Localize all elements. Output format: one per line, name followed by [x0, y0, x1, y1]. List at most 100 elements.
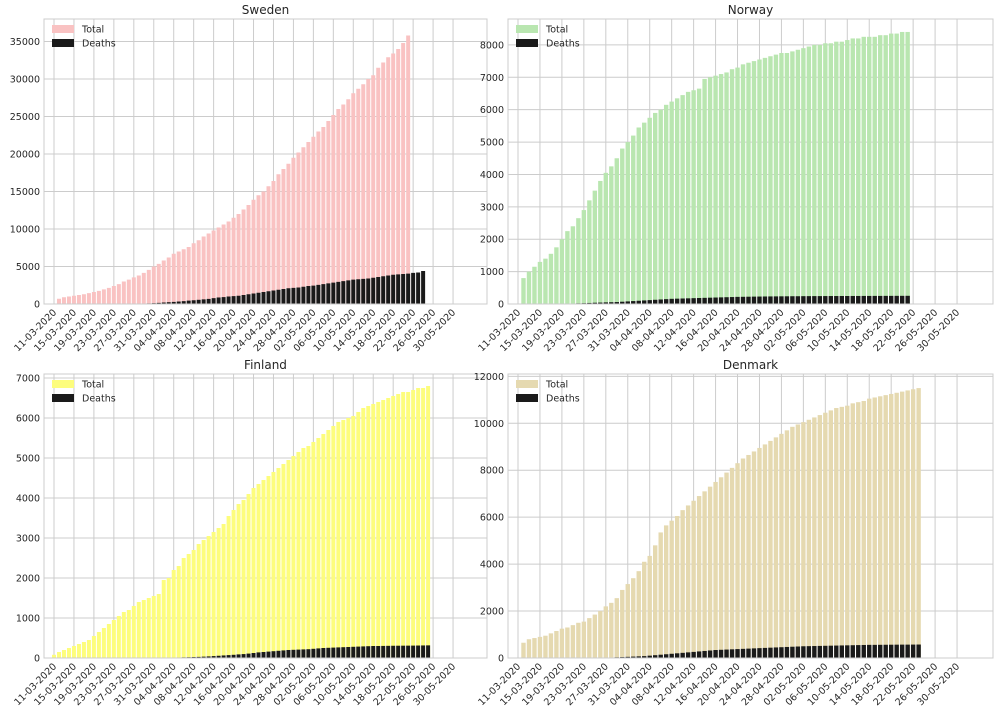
- bar-deaths: [416, 272, 421, 304]
- bar-deaths: [642, 656, 647, 658]
- bar-deaths: [291, 287, 296, 304]
- bar-total: [71, 295, 76, 304]
- bar-total: [236, 214, 241, 304]
- bar-total: [371, 404, 376, 658]
- bar-deaths: [406, 273, 411, 304]
- y-tick-label: 8000: [480, 40, 504, 51]
- bar-deaths: [740, 296, 746, 304]
- y-tick-label: 5000: [16, 262, 40, 273]
- bar-total: [91, 292, 96, 304]
- bar-deaths: [331, 282, 336, 304]
- y-tick-label: 0: [34, 300, 40, 311]
- bar-total: [565, 231, 570, 304]
- bar-total: [839, 406, 844, 658]
- bar-total: [609, 602, 614, 658]
- bar-total: [266, 186, 271, 304]
- bar-deaths: [674, 653, 680, 658]
- y-tick-label: 3000: [16, 534, 40, 545]
- bar-deaths: [376, 277, 381, 304]
- bar-total: [391, 53, 396, 304]
- bar-deaths: [779, 296, 784, 304]
- bar-deaths: [361, 278, 366, 304]
- y-tick-label: 15000: [10, 187, 40, 198]
- y-tick-label: 2000: [16, 574, 40, 585]
- bar-total: [261, 480, 266, 658]
- bar-total: [707, 77, 713, 304]
- bar-deaths: [356, 646, 361, 658]
- bar-deaths: [625, 301, 630, 304]
- bar-deaths: [817, 645, 823, 658]
- bar-total: [773, 54, 779, 304]
- y-tick-label: 10000: [474, 419, 504, 430]
- bar-total: [834, 408, 839, 658]
- bar-total: [647, 117, 652, 304]
- bar-total: [779, 53, 784, 305]
- bar-total: [526, 639, 532, 658]
- bar-deaths: [883, 295, 888, 304]
- bar-deaths: [636, 656, 641, 658]
- bar-deaths: [685, 652, 691, 658]
- bar-deaths: [614, 302, 619, 304]
- bar-total: [151, 266, 156, 304]
- y-tick-label: 30000: [10, 75, 40, 86]
- bar-total: [784, 430, 790, 658]
- bar-deaths: [674, 298, 680, 304]
- bar-total: [231, 510, 236, 658]
- bar-deaths: [186, 300, 191, 304]
- bar-deaths: [261, 652, 266, 658]
- bar-deaths: [773, 296, 779, 304]
- bar-total: [614, 598, 619, 658]
- bar-total: [381, 400, 386, 658]
- bar-deaths: [625, 656, 630, 658]
- bar-deaths: [231, 654, 236, 658]
- bar-total: [341, 104, 346, 304]
- bar-total: [592, 190, 598, 304]
- bar-deaths: [680, 652, 685, 658]
- legend-swatch-deaths: [516, 394, 538, 402]
- bar-deaths: [729, 649, 735, 658]
- bar-deaths: [894, 295, 899, 304]
- bar-total: [861, 400, 866, 658]
- bar-deaths: [603, 302, 609, 304]
- bar-total: [587, 618, 592, 658]
- bar-total: [845, 405, 850, 658]
- bar-deaths: [411, 272, 416, 304]
- bar-total: [161, 260, 166, 304]
- bar-total: [581, 210, 587, 304]
- bar-deaths: [341, 647, 346, 658]
- bar-total: [231, 217, 236, 304]
- bar-total: [905, 31, 910, 304]
- bar-total: [631, 578, 636, 658]
- bar-deaths: [246, 653, 251, 658]
- bar-deaths: [762, 296, 768, 304]
- bar-total: [346, 418, 351, 658]
- bar-total: [576, 622, 581, 658]
- bar-total: [361, 408, 366, 658]
- bar-total: [642, 122, 647, 305]
- y-tick-label: 6000: [480, 105, 504, 116]
- bar-total: [592, 614, 598, 658]
- bar-deaths: [724, 649, 729, 658]
- bar-total: [888, 33, 894, 305]
- bar-total: [201, 540, 206, 658]
- bar-deaths: [812, 646, 817, 658]
- bar-deaths: [291, 649, 296, 658]
- bar-deaths: [878, 644, 883, 658]
- bar-deaths: [631, 656, 636, 658]
- bar-deaths: [346, 647, 351, 658]
- bar-total: [316, 131, 321, 304]
- bar-deaths: [861, 295, 866, 304]
- bar-total: [186, 247, 191, 304]
- bar-deaths: [196, 299, 201, 304]
- bar-deaths: [276, 289, 281, 304]
- bar-deaths: [391, 274, 396, 304]
- plot-frame: [43, 373, 488, 659]
- bar-deaths: [636, 300, 641, 304]
- bar-total: [336, 422, 341, 658]
- bar-total: [86, 293, 91, 304]
- bar-deaths: [281, 289, 286, 304]
- bar-deaths: [839, 296, 844, 304]
- bar-deaths: [856, 645, 861, 658]
- series-deaths: [156, 645, 431, 658]
- bar-total: [878, 396, 883, 658]
